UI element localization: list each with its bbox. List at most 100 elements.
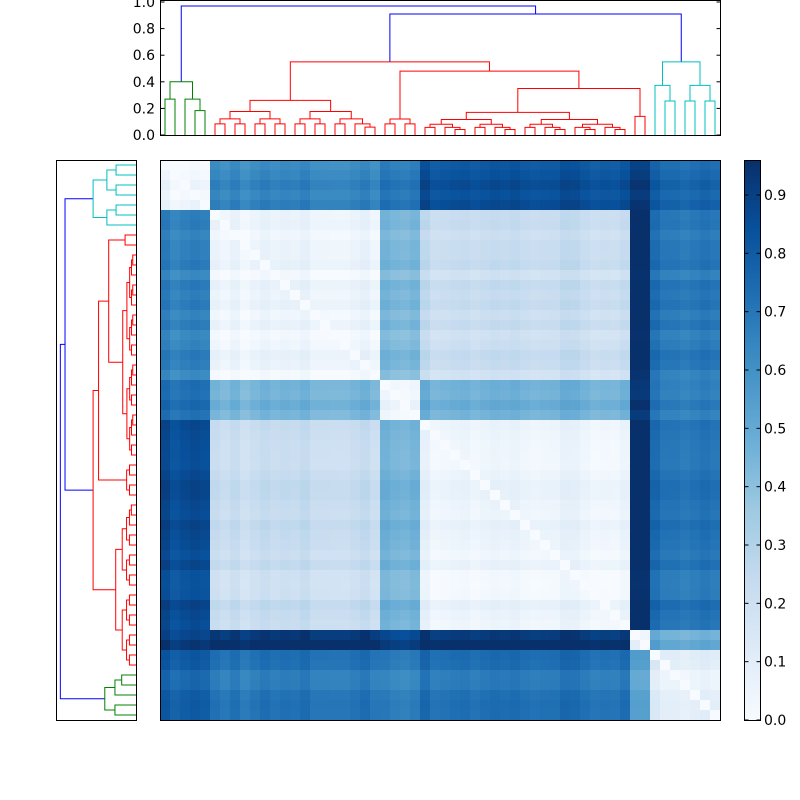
heatmap-cell	[680, 500, 691, 511]
heatmap-cell	[690, 690, 701, 701]
heatmap-cell	[300, 310, 311, 321]
heatmap-cell	[400, 460, 411, 471]
heatmap-cell	[710, 290, 721, 301]
heatmap-cell	[290, 410, 301, 421]
heatmap-cell	[480, 700, 491, 711]
heatmap-cell	[380, 420, 391, 431]
heatmap-cell	[500, 300, 511, 311]
heatmap-cell	[690, 380, 701, 391]
heatmap-cell	[220, 190, 231, 201]
heatmap-cell	[430, 400, 441, 411]
heatmap-cell	[710, 250, 721, 261]
heatmap-cell	[690, 500, 701, 511]
heatmap-cell	[680, 710, 691, 721]
heatmap-cell	[400, 210, 411, 221]
colorbar-tick-label: 0.5	[764, 421, 786, 437]
heatmap-cell	[300, 190, 311, 201]
heatmap-cell	[410, 310, 421, 321]
heatmap-cell	[220, 380, 231, 391]
heatmap-cell	[530, 470, 541, 481]
dendrogram-link	[384, 123, 396, 135]
heatmap-cell	[260, 380, 271, 391]
heatmap-cell	[570, 670, 581, 681]
heatmap-cell	[300, 260, 311, 271]
heatmap-cell	[700, 270, 711, 281]
heatmap-cell	[530, 310, 541, 321]
heatmap-cell	[200, 180, 211, 191]
heatmap-cell	[320, 580, 331, 591]
heatmap-cell	[370, 710, 381, 721]
heatmap-cell	[550, 160, 561, 171]
heatmap-cell	[650, 390, 661, 401]
heatmap-cell	[300, 420, 311, 431]
heatmap-cell	[270, 470, 281, 481]
heatmap-cell	[200, 370, 211, 381]
heatmap-cell	[340, 490, 351, 501]
heatmap-cell	[570, 170, 581, 181]
heatmap-cell	[420, 560, 431, 571]
heatmap-cell	[160, 450, 171, 461]
heatmap-cell	[220, 650, 231, 661]
heatmap-cell	[410, 510, 421, 521]
heatmap-cell	[170, 390, 181, 401]
heatmap-cell	[190, 530, 201, 541]
heatmap-cell	[320, 500, 331, 511]
heatmap-cell	[550, 370, 561, 381]
heatmap-cell	[160, 290, 171, 301]
heatmap-cell	[380, 410, 391, 421]
heatmap-cell	[200, 280, 211, 291]
heatmap-cell	[550, 590, 561, 601]
heatmap-cell	[500, 660, 511, 671]
heatmap-cell	[430, 620, 441, 631]
heatmap-cell	[300, 380, 311, 391]
heatmap-cell	[650, 160, 661, 171]
heatmap-cell	[590, 570, 601, 581]
heatmap-cell	[640, 250, 651, 261]
heatmap-cell	[240, 440, 251, 451]
heatmap-cell	[310, 280, 321, 291]
heatmap-cell	[640, 440, 651, 451]
heatmap-cell	[660, 680, 671, 691]
heatmap-cell	[630, 510, 641, 521]
heatmap-cell	[480, 290, 491, 301]
heatmap-cell	[640, 420, 651, 431]
heatmap-cell	[520, 420, 531, 431]
heatmap-cell	[580, 230, 591, 241]
heatmap-cell	[330, 290, 341, 301]
heatmap-cell	[320, 420, 331, 431]
heatmap-cell	[310, 390, 321, 401]
heatmap-cell	[670, 620, 681, 631]
heatmap-cell	[230, 250, 241, 261]
heatmap-cell	[160, 210, 171, 221]
heatmap-cell	[380, 350, 391, 361]
heatmap-cell	[440, 470, 451, 481]
heatmap-cell	[330, 490, 341, 501]
heatmap-cell	[630, 260, 641, 271]
heatmap-cell	[190, 610, 201, 621]
heatmap-cell	[160, 260, 171, 271]
heatmap-cell	[390, 240, 401, 251]
heatmap-cell	[180, 660, 191, 671]
dendrogram-link	[517, 87, 641, 117]
heatmap-cell	[440, 370, 451, 381]
heatmap-cell	[500, 410, 511, 421]
heatmap-cell	[340, 220, 351, 231]
heatmap-cell	[700, 540, 711, 551]
heatmap-cell	[370, 300, 381, 311]
heatmap-cell	[380, 540, 391, 551]
heatmap-cell	[410, 230, 421, 241]
heatmap-cell	[540, 280, 551, 291]
heatmap-cell	[170, 440, 181, 451]
heatmap-cell	[260, 170, 271, 181]
heatmap-cell	[180, 380, 191, 391]
heatmap-cell	[260, 690, 271, 701]
heatmap-cell	[360, 400, 371, 411]
heatmap-cell	[380, 270, 391, 281]
heatmap-cell	[540, 330, 551, 341]
heatmap-cell	[610, 240, 621, 251]
heatmap-cell	[180, 450, 191, 461]
heatmap-cell	[250, 410, 261, 421]
heatmap-cell	[230, 650, 241, 661]
heatmap-cell	[300, 710, 311, 721]
heatmap-cell	[550, 600, 561, 611]
